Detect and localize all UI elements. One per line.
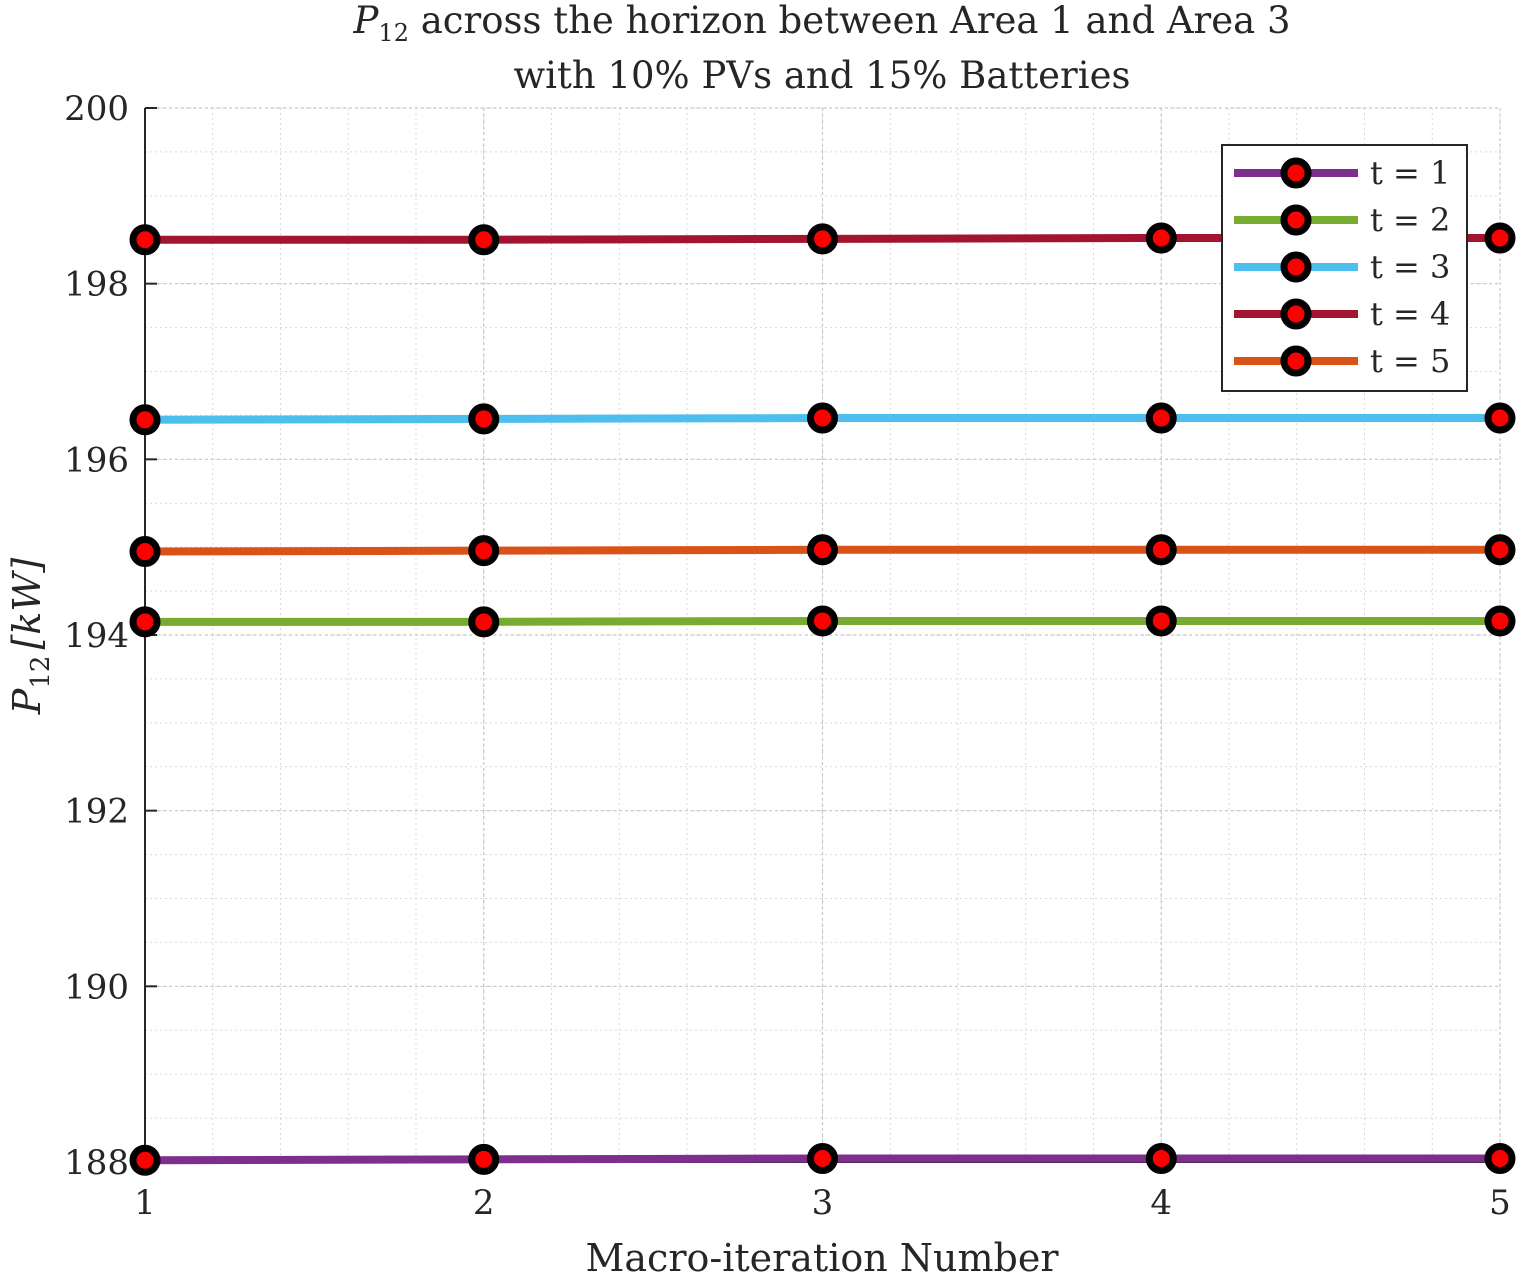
- data-point: [1484, 222, 1516, 254]
- x-tick-label: 3: [812, 1183, 834, 1223]
- y-tick-label: 188: [64, 1143, 129, 1183]
- legend-entry: t = 3: [1234, 248, 1450, 286]
- data-point: [468, 224, 500, 256]
- y-tick-label: 200: [64, 89, 129, 129]
- y-label-subscript: 12: [26, 656, 56, 689]
- legend-entry: t = 2: [1234, 201, 1450, 239]
- data-point: [1145, 1142, 1177, 1174]
- y-tick-label: 196: [64, 440, 129, 480]
- data-point: [129, 224, 161, 256]
- data-point: [1484, 1142, 1516, 1174]
- legend-label: t = 3: [1370, 248, 1450, 286]
- legend-swatch-marker: [1280, 204, 1312, 236]
- data-point: [129, 404, 161, 436]
- series-5: [129, 534, 1516, 568]
- y-label-symbol: P: [5, 687, 49, 715]
- x-tick-label: 5: [1489, 1183, 1511, 1223]
- title-rest: across the horizon between Area 1 and Ar…: [409, 0, 1291, 42]
- legend-label: t = 4: [1370, 295, 1450, 333]
- data-point: [807, 402, 838, 434]
- data-point: [1145, 534, 1177, 566]
- data-point: [807, 534, 838, 566]
- y-label-unit: [kW]: [5, 558, 49, 650]
- legend-entry: t = 4: [1234, 295, 1450, 333]
- series-2: [129, 605, 1516, 638]
- chart-subtitle: with 10% PVs and 15% Batteries: [514, 54, 1131, 97]
- legend-swatch-marker: [1280, 157, 1312, 189]
- chart-title: P12 across the horizon between Area 1 an…: [353, 0, 1291, 47]
- data-point: [1484, 534, 1516, 566]
- x-tick-label: 2: [473, 1183, 495, 1223]
- x-tick-label: 1: [134, 1183, 156, 1223]
- legend-label: t = 5: [1370, 342, 1450, 380]
- data-point: [129, 536, 161, 568]
- data-point: [468, 403, 500, 435]
- data-point: [468, 1143, 500, 1175]
- tick-labels: 1 2 3 4 5 188 190 192 194 196 198 200: [64, 89, 1511, 1223]
- legend-swatch-marker: [1280, 298, 1312, 330]
- legend-swatch-marker: [1280, 345, 1312, 377]
- data-point: [807, 223, 838, 255]
- title-symbol: P: [353, 0, 380, 42]
- y-axis-label: P12 [kW]: [5, 558, 56, 716]
- data-point: [1484, 402, 1516, 434]
- data-point: [1145, 222, 1177, 254]
- x-axis-label: Macro-iteration Number: [585, 1236, 1059, 1275]
- y-tick-label: 194: [64, 616, 129, 656]
- data-point: [129, 606, 161, 638]
- legend: t = 1 t = 2 t = 3 t = 4 t = 5: [1221, 144, 1468, 392]
- legend-entry: t = 1: [1234, 154, 1450, 192]
- legend-label: t = 2: [1370, 201, 1450, 239]
- data-point: [468, 606, 500, 638]
- legend-swatch-marker: [1280, 251, 1312, 283]
- y-tick-label: 192: [64, 792, 129, 832]
- title-subscript: 12: [378, 19, 409, 47]
- data-point: [1145, 605, 1177, 637]
- legend-label: t = 1: [1370, 154, 1450, 192]
- legend-entry: t = 5: [1234, 342, 1450, 380]
- series-1: [129, 1142, 1516, 1176]
- series-3: [129, 402, 1516, 436]
- data-point: [1145, 402, 1177, 434]
- data-point: [1484, 605, 1516, 637]
- y-tick-label: 198: [64, 265, 129, 305]
- data-point: [468, 535, 500, 567]
- x-tick-label: 4: [1150, 1183, 1172, 1223]
- data-point: [807, 1142, 838, 1174]
- y-tick-label: 190: [64, 967, 129, 1007]
- data-point: [129, 1144, 161, 1176]
- data-point: [807, 605, 838, 637]
